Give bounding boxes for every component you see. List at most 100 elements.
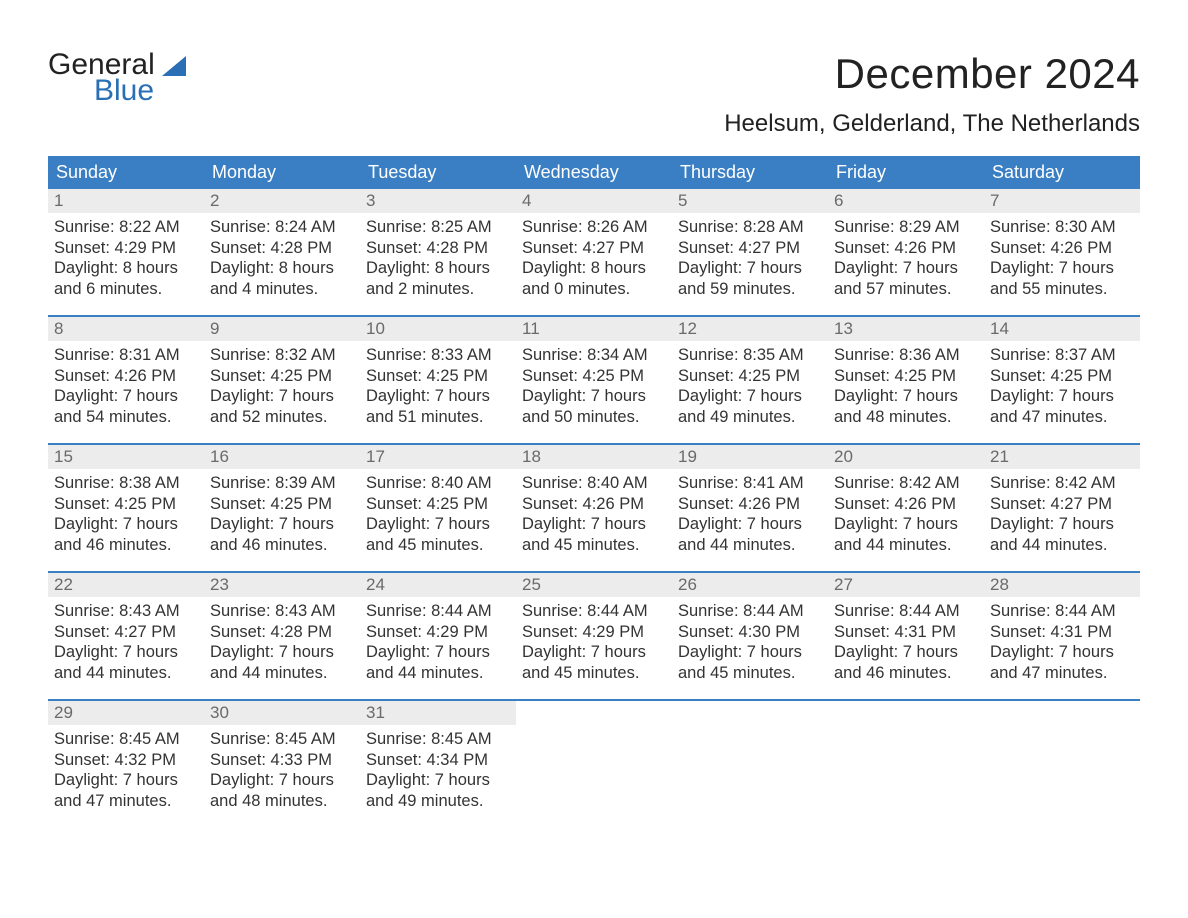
day-cell bbox=[828, 701, 984, 827]
day-sunrise: Sunrise: 8:45 AM bbox=[54, 729, 198, 750]
day-sunset: Sunset: 4:25 PM bbox=[210, 366, 354, 387]
header: General Blue December 2024 Heelsum, Geld… bbox=[48, 50, 1140, 138]
day-day2: and 45 minutes. bbox=[366, 535, 510, 556]
weeks-container: 1Sunrise: 8:22 AMSunset: 4:29 PMDaylight… bbox=[48, 189, 1140, 827]
day-sunrise: Sunrise: 8:33 AM bbox=[366, 345, 510, 366]
day-day1: Daylight: 8 hours bbox=[210, 258, 354, 279]
day-day2: and 51 minutes. bbox=[366, 407, 510, 428]
day-sunrise: Sunrise: 8:44 AM bbox=[678, 601, 822, 622]
day-sunset: Sunset: 4:26 PM bbox=[678, 494, 822, 515]
day-day2: and 4 minutes. bbox=[210, 279, 354, 300]
day-day1: Daylight: 7 hours bbox=[210, 770, 354, 791]
day-day2: and 48 minutes. bbox=[210, 791, 354, 812]
day-sunset: Sunset: 4:28 PM bbox=[210, 622, 354, 643]
day-day2: and 44 minutes. bbox=[366, 663, 510, 684]
dow-header-row: Sunday Monday Tuesday Wednesday Thursday… bbox=[48, 156, 1140, 189]
day-body: Sunrise: 8:45 AMSunset: 4:32 PMDaylight:… bbox=[48, 725, 204, 816]
day-day1: Daylight: 7 hours bbox=[834, 386, 978, 407]
day-body: Sunrise: 8:29 AMSunset: 4:26 PMDaylight:… bbox=[828, 213, 984, 304]
day-day1: Daylight: 7 hours bbox=[678, 514, 822, 535]
day-body: Sunrise: 8:26 AMSunset: 4:27 PMDaylight:… bbox=[516, 213, 672, 304]
title-block: December 2024 Heelsum, Gelderland, The N… bbox=[724, 50, 1140, 138]
day-body: Sunrise: 8:44 AMSunset: 4:31 PMDaylight:… bbox=[828, 597, 984, 688]
day-day1: Daylight: 7 hours bbox=[54, 770, 198, 791]
day-day1: Daylight: 7 hours bbox=[834, 642, 978, 663]
day-cell: 30Sunrise: 8:45 AMSunset: 4:33 PMDayligh… bbox=[204, 701, 360, 827]
day-body: Sunrise: 8:32 AMSunset: 4:25 PMDaylight:… bbox=[204, 341, 360, 432]
day-cell: 21Sunrise: 8:42 AMSunset: 4:27 PMDayligh… bbox=[984, 445, 1140, 571]
day-sunset: Sunset: 4:28 PM bbox=[210, 238, 354, 259]
day-sunset: Sunset: 4:25 PM bbox=[54, 494, 198, 515]
day-sunset: Sunset: 4:26 PM bbox=[834, 238, 978, 259]
day-sunrise: Sunrise: 8:25 AM bbox=[366, 217, 510, 238]
logo-text: General Blue bbox=[48, 50, 155, 106]
day-cell: 3Sunrise: 8:25 AMSunset: 4:28 PMDaylight… bbox=[360, 189, 516, 315]
day-body: Sunrise: 8:41 AMSunset: 4:26 PMDaylight:… bbox=[672, 469, 828, 560]
day-body bbox=[516, 705, 672, 713]
day-day2: and 54 minutes. bbox=[54, 407, 198, 428]
day-sunrise: Sunrise: 8:28 AM bbox=[678, 217, 822, 238]
day-sunset: Sunset: 4:26 PM bbox=[990, 238, 1134, 259]
day-number: 21 bbox=[984, 445, 1140, 469]
day-number: 18 bbox=[516, 445, 672, 469]
logo: General Blue bbox=[48, 50, 155, 106]
day-cell: 20Sunrise: 8:42 AMSunset: 4:26 PMDayligh… bbox=[828, 445, 984, 571]
day-cell: 29Sunrise: 8:45 AMSunset: 4:32 PMDayligh… bbox=[48, 701, 204, 827]
day-day2: and 44 minutes. bbox=[678, 535, 822, 556]
day-sunset: Sunset: 4:30 PM bbox=[678, 622, 822, 643]
day-sunrise: Sunrise: 8:30 AM bbox=[990, 217, 1134, 238]
day-sunset: Sunset: 4:26 PM bbox=[834, 494, 978, 515]
day-cell: 28Sunrise: 8:44 AMSunset: 4:31 PMDayligh… bbox=[984, 573, 1140, 699]
day-day1: Daylight: 7 hours bbox=[522, 642, 666, 663]
day-day1: Daylight: 7 hours bbox=[990, 258, 1134, 279]
day-body: Sunrise: 8:43 AMSunset: 4:28 PMDaylight:… bbox=[204, 597, 360, 688]
day-number: 31 bbox=[360, 701, 516, 725]
day-cell: 6Sunrise: 8:29 AMSunset: 4:26 PMDaylight… bbox=[828, 189, 984, 315]
day-body: Sunrise: 8:37 AMSunset: 4:25 PMDaylight:… bbox=[984, 341, 1140, 432]
day-sunrise: Sunrise: 8:44 AM bbox=[990, 601, 1134, 622]
week-row: 29Sunrise: 8:45 AMSunset: 4:32 PMDayligh… bbox=[48, 699, 1140, 827]
day-sunrise: Sunrise: 8:43 AM bbox=[210, 601, 354, 622]
day-sunrise: Sunrise: 8:29 AM bbox=[834, 217, 978, 238]
day-day2: and 44 minutes. bbox=[54, 663, 198, 684]
location-label: Heelsum, Gelderland, The Netherlands bbox=[724, 110, 1140, 138]
day-body: Sunrise: 8:42 AMSunset: 4:26 PMDaylight:… bbox=[828, 469, 984, 560]
day-day1: Daylight: 7 hours bbox=[210, 642, 354, 663]
day-body bbox=[984, 705, 1140, 713]
day-day1: Daylight: 7 hours bbox=[522, 514, 666, 535]
day-day1: Daylight: 7 hours bbox=[990, 642, 1134, 663]
day-sunrise: Sunrise: 8:24 AM bbox=[210, 217, 354, 238]
day-sunset: Sunset: 4:27 PM bbox=[678, 238, 822, 259]
day-body: Sunrise: 8:25 AMSunset: 4:28 PMDaylight:… bbox=[360, 213, 516, 304]
day-day2: and 49 minutes. bbox=[366, 791, 510, 812]
day-sunrise: Sunrise: 8:45 AM bbox=[366, 729, 510, 750]
day-number: 24 bbox=[360, 573, 516, 597]
day-sunrise: Sunrise: 8:34 AM bbox=[522, 345, 666, 366]
day-body: Sunrise: 8:44 AMSunset: 4:29 PMDaylight:… bbox=[360, 597, 516, 688]
day-number: 20 bbox=[828, 445, 984, 469]
day-body: Sunrise: 8:30 AMSunset: 4:26 PMDaylight:… bbox=[984, 213, 1140, 304]
day-sunset: Sunset: 4:29 PM bbox=[366, 622, 510, 643]
day-cell: 16Sunrise: 8:39 AMSunset: 4:25 PMDayligh… bbox=[204, 445, 360, 571]
day-cell: 4Sunrise: 8:26 AMSunset: 4:27 PMDaylight… bbox=[516, 189, 672, 315]
day-body: Sunrise: 8:44 AMSunset: 4:30 PMDaylight:… bbox=[672, 597, 828, 688]
day-cell: 18Sunrise: 8:40 AMSunset: 4:26 PMDayligh… bbox=[516, 445, 672, 571]
calendar: Sunday Monday Tuesday Wednesday Thursday… bbox=[48, 156, 1140, 827]
day-sunset: Sunset: 4:29 PM bbox=[522, 622, 666, 643]
day-day2: and 45 minutes. bbox=[522, 535, 666, 556]
day-body: Sunrise: 8:31 AMSunset: 4:26 PMDaylight:… bbox=[48, 341, 204, 432]
day-body bbox=[672, 705, 828, 713]
day-body: Sunrise: 8:28 AMSunset: 4:27 PMDaylight:… bbox=[672, 213, 828, 304]
day-day1: Daylight: 7 hours bbox=[990, 514, 1134, 535]
day-number: 6 bbox=[828, 189, 984, 213]
week-row: 15Sunrise: 8:38 AMSunset: 4:25 PMDayligh… bbox=[48, 443, 1140, 571]
day-number: 2 bbox=[204, 189, 360, 213]
day-day2: and 45 minutes. bbox=[678, 663, 822, 684]
day-day2: and 46 minutes. bbox=[54, 535, 198, 556]
day-sunrise: Sunrise: 8:22 AM bbox=[54, 217, 198, 238]
day-body: Sunrise: 8:22 AMSunset: 4:29 PMDaylight:… bbox=[48, 213, 204, 304]
day-number: 4 bbox=[516, 189, 672, 213]
day-number: 17 bbox=[360, 445, 516, 469]
day-day1: Daylight: 7 hours bbox=[834, 258, 978, 279]
dow-cell: Sunday bbox=[48, 156, 204, 189]
